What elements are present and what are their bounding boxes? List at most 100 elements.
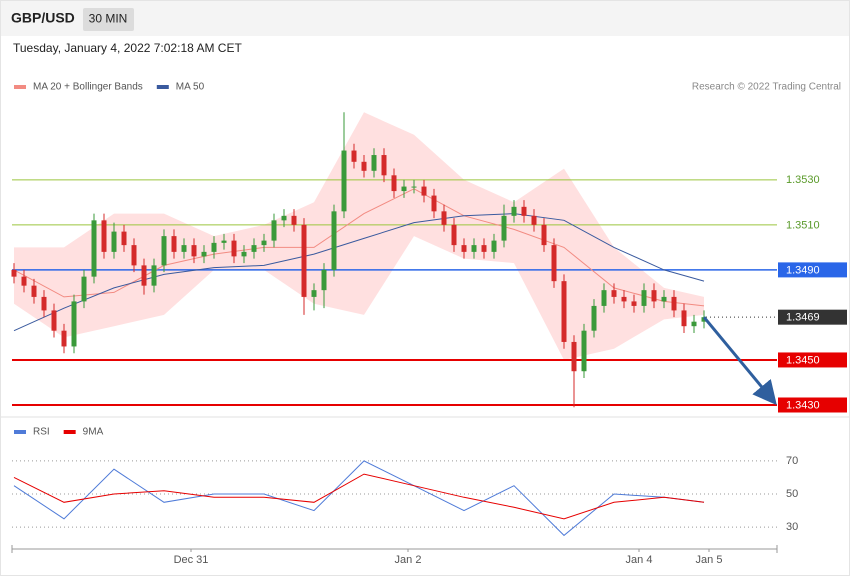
candle-body — [641, 290, 647, 306]
candle-body — [81, 276, 87, 302]
candle-body — [621, 296, 627, 302]
candle-body — [141, 265, 147, 286]
legend-swatch — [63, 430, 76, 434]
candle-body — [431, 195, 437, 212]
candle-body — [501, 215, 507, 241]
candle-body — [251, 245, 257, 252]
candle-body — [301, 224, 307, 297]
x-tick-label: Dec 31 — [174, 554, 209, 566]
header-bar — [1, 1, 849, 36]
level-box — [778, 262, 847, 278]
legend-label: 9MA — [83, 427, 104, 438]
y-tick-label: 30 — [786, 521, 798, 533]
candle-body — [541, 224, 547, 246]
candle-body — [441, 211, 447, 225]
x-tick-label: Jan 4 — [626, 554, 653, 566]
legend-label: MA 20 + Bollinger Bands — [33, 82, 143, 93]
indicator-line — [13, 460, 705, 537]
candle-body — [151, 265, 157, 286]
level-label: 1.3490 — [786, 264, 820, 276]
candle-body — [531, 215, 537, 225]
candle-body — [511, 206, 517, 216]
bollinger-band — [14, 112, 704, 360]
candle-body — [671, 296, 677, 311]
candle-body — [71, 301, 77, 347]
timeframe[interactable]: 30 MIN — [89, 12, 128, 26]
candle-body — [311, 290, 317, 297]
legend-swatch — [14, 85, 26, 89]
candle-body — [481, 245, 487, 252]
level-label: 1.3530 — [786, 174, 820, 186]
candle-body — [101, 220, 107, 252]
candle-body — [331, 211, 337, 270]
candle-body — [521, 206, 527, 216]
level-label: 1.3450 — [786, 354, 820, 366]
candle-body — [91, 220, 97, 277]
timeframe-badge[interactable] — [83, 8, 134, 31]
candle-body — [271, 220, 277, 241]
candle-body — [691, 321, 697, 327]
candle-body — [201, 251, 207, 257]
candle-body — [291, 215, 297, 225]
candle-body — [611, 290, 617, 297]
legend-label: RSI — [33, 427, 50, 438]
candle-body — [111, 231, 117, 252]
legend-swatch — [156, 85, 169, 89]
candle-body — [401, 186, 407, 192]
candle-body — [571, 341, 577, 372]
candle-body — [361, 161, 367, 171]
candle-body — [341, 150, 347, 212]
candle-body — [31, 285, 37, 297]
candle-body — [381, 155, 387, 176]
candle-body — [221, 240, 227, 243]
level-box — [778, 309, 847, 325]
level-label: 1.3510 — [786, 219, 820, 231]
level-box — [778, 352, 847, 368]
candle-body — [451, 224, 457, 246]
candle-body — [581, 330, 587, 372]
candle-body — [601, 290, 607, 306]
legend-label: MA 50 — [176, 82, 205, 93]
candle-body — [191, 245, 197, 257]
candle-body — [61, 330, 67, 347]
candle-body — [631, 301, 637, 306]
candle-body — [11, 269, 17, 277]
x-tick-label: Jan 5 — [696, 554, 723, 566]
candle-body — [371, 155, 377, 171]
forecast-arrow — [702, 316, 777, 406]
candle-body — [411, 186, 417, 188]
candle-body — [51, 310, 57, 331]
candle-body — [241, 251, 247, 257]
candle-body — [421, 186, 427, 196]
level-label: 1.3430 — [786, 399, 820, 411]
candle-body — [321, 269, 327, 291]
level-box — [778, 397, 847, 413]
chart-title: GBP/USD — [11, 10, 75, 26]
candle-body — [661, 296, 667, 302]
candle-body — [181, 245, 187, 252]
timestamp: Tuesday, January 4, 2022 7:02:18 AM CET — [13, 41, 242, 55]
candle-body — [41, 296, 47, 311]
candle-body — [491, 240, 497, 252]
x-tick-label: Jan 2 — [395, 554, 422, 566]
candle-body — [121, 231, 127, 246]
candle-body — [131, 245, 137, 266]
candle-body — [21, 276, 27, 286]
candle-body — [651, 290, 657, 302]
candle-body — [681, 310, 687, 327]
candle-body — [261, 240, 267, 246]
candle-body — [471, 245, 477, 252]
legend-swatch — [14, 430, 26, 434]
level-label: 1.3469 — [786, 312, 820, 324]
candle-body — [281, 215, 287, 221]
y-tick-label: 70 — [786, 455, 798, 467]
ma-line — [13, 213, 705, 332]
candle-body — [231, 240, 237, 257]
indicator-line — [13, 473, 705, 520]
candle-body — [161, 236, 167, 266]
candle-body — [171, 236, 177, 252]
candle-body — [591, 305, 597, 331]
candle-body — [391, 175, 397, 192]
